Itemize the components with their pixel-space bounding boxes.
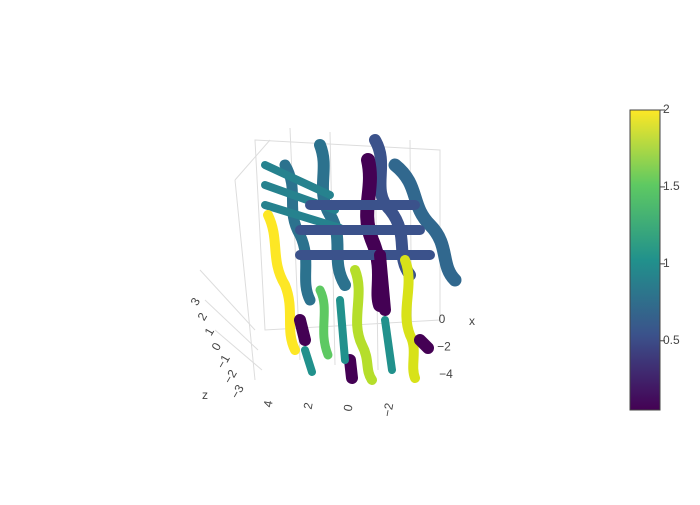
axis-tick-label: 2 bbox=[301, 401, 316, 410]
axis-tick-label: 3 bbox=[188, 295, 204, 308]
axis-tick-label: −4 bbox=[439, 367, 453, 381]
colorbar-tick-label: 1 bbox=[663, 256, 670, 270]
axis-tick-label: −3 bbox=[228, 382, 247, 401]
colorbar-tick-label: 2 bbox=[663, 102, 670, 116]
axis-tick-label: −2 bbox=[437, 340, 451, 354]
streamtubes bbox=[261, 134, 462, 385]
axis-tick-label: −1 bbox=[214, 352, 233, 371]
z-axis-title: z bbox=[202, 388, 208, 402]
axis-tick-label: 0 bbox=[209, 340, 225, 353]
axis-tick-label: 0 bbox=[341, 403, 356, 412]
axis-tick-label: −2 bbox=[380, 402, 396, 418]
colorbar-tick-label: 1.5 bbox=[663, 179, 680, 193]
axis-tick-label: 2 bbox=[195, 310, 211, 323]
x-axis-title: x bbox=[469, 314, 475, 328]
axis-tick-label: 0 bbox=[439, 312, 446, 326]
colorbar-tick-label: 0.5 bbox=[663, 333, 680, 347]
colorbar bbox=[629, 109, 661, 411]
axis-tick-label: 4 bbox=[261, 399, 276, 408]
axis-tick-label: −2 bbox=[221, 367, 240, 386]
axis-tick-label: 1 bbox=[202, 325, 218, 338]
